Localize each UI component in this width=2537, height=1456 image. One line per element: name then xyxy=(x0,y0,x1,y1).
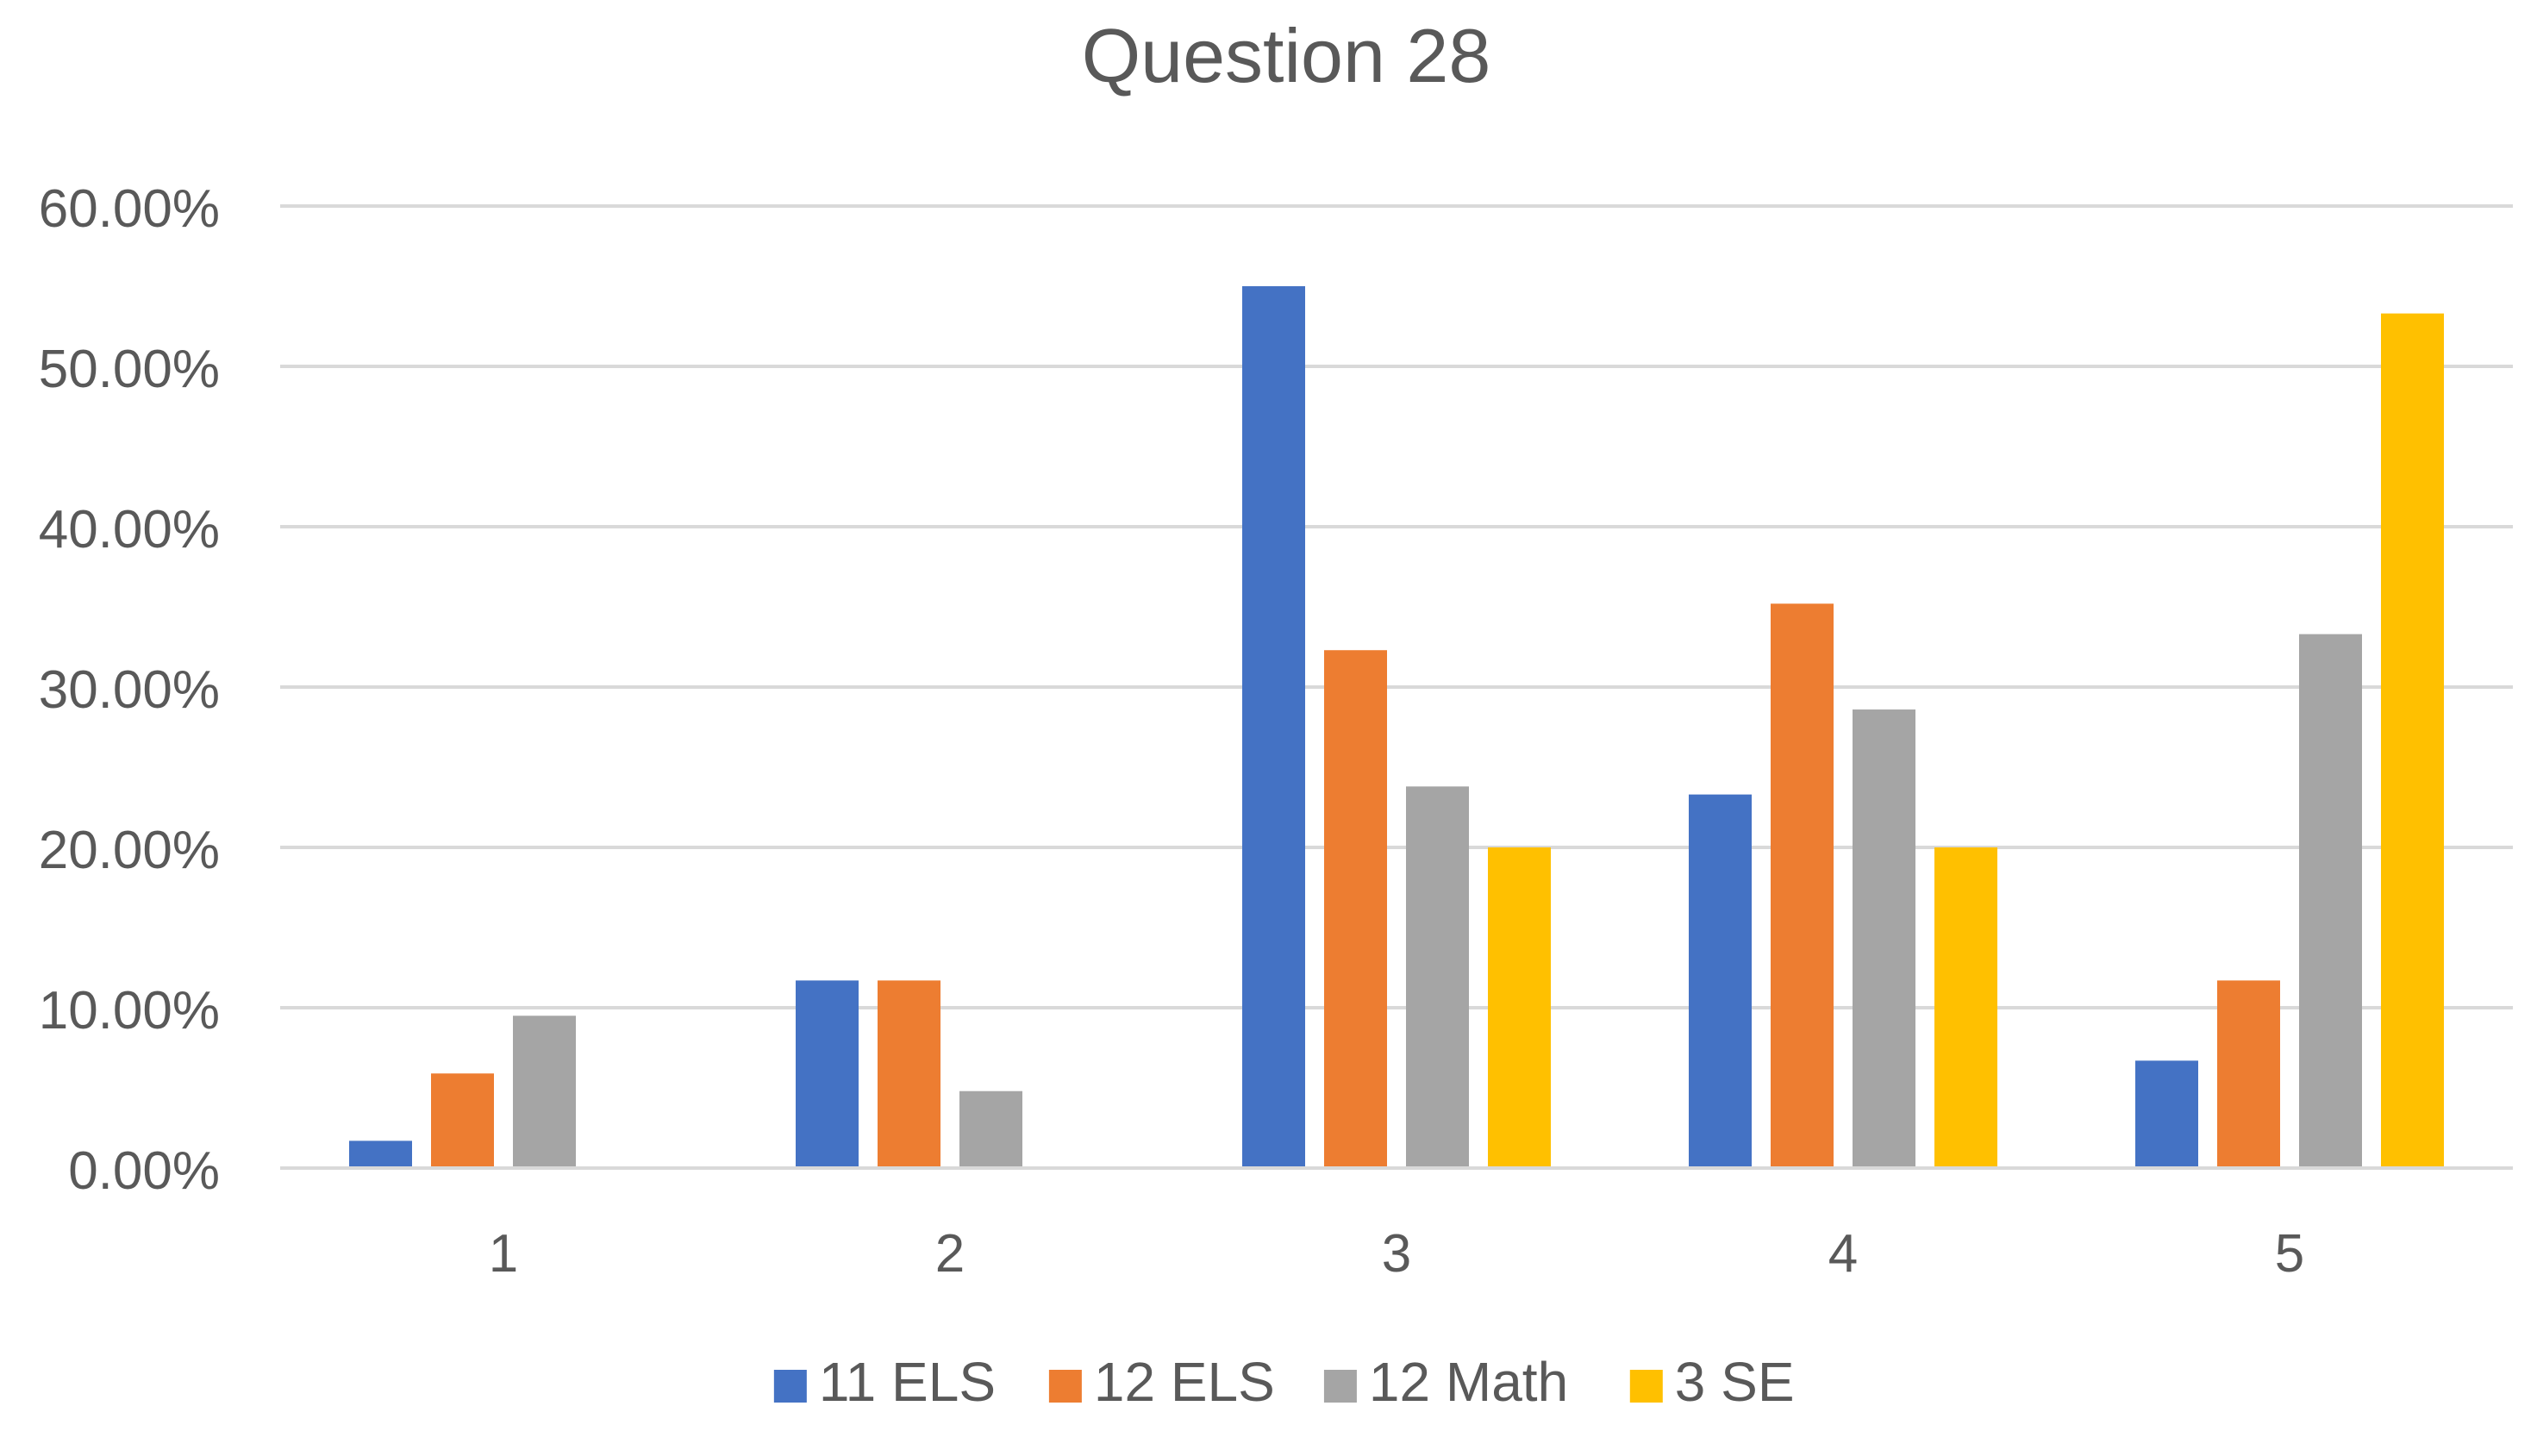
bar xyxy=(878,980,940,1168)
legend-item: 3 SE xyxy=(1629,1351,1795,1413)
x-axis-tick-labels: 1 2 3 4 5 xyxy=(489,1224,2304,1284)
legend-label: 3 SE xyxy=(1675,1351,1795,1413)
y-axis-tick-labels: 0.00% 10.00% 20.00% 30.00% 40.00% 50.00% 60.00… xyxy=(39,179,220,1201)
y-tick-label: 40.00% xyxy=(39,500,220,559)
legend-swatch xyxy=(1323,1370,1357,1403)
bar xyxy=(2381,313,2444,1168)
legend-item: 12 Math xyxy=(1323,1351,1568,1413)
bar xyxy=(796,980,859,1168)
legend-swatch xyxy=(773,1370,807,1403)
bar xyxy=(513,1015,576,1168)
y-tick-label: 0.00% xyxy=(68,1141,220,1201)
x-tick-label: 2 xyxy=(935,1224,965,1284)
legend-label: 12 ELS xyxy=(1094,1351,1275,1413)
bar xyxy=(1689,794,1752,1168)
y-tick-label: 20.00% xyxy=(39,821,220,880)
x-tick-label: 4 xyxy=(1828,1224,1858,1284)
bar xyxy=(349,1140,412,1168)
bar xyxy=(1488,847,1551,1168)
legend: 11 ELS 12 ELS 12 Math 3 SE xyxy=(773,1351,1795,1413)
bar xyxy=(1771,603,1834,1168)
bar xyxy=(2135,1060,2198,1168)
legend-label: 11 ELS xyxy=(819,1351,996,1413)
chart-title: Question 28 xyxy=(1082,13,1491,98)
bar xyxy=(1853,709,1915,1168)
bar xyxy=(2217,980,2280,1168)
bar xyxy=(1406,786,1469,1168)
bar xyxy=(1324,650,1387,1168)
y-tick-label: 50.00% xyxy=(39,340,220,399)
bar xyxy=(431,1073,494,1168)
legend-item: 12 ELS xyxy=(1048,1351,1275,1413)
bar xyxy=(2299,634,2362,1168)
y-tick-label: 60.00% xyxy=(39,179,220,239)
y-tick-label: 10.00% xyxy=(39,981,220,1040)
y-tick-label: 30.00% xyxy=(39,660,220,720)
legend-item: 11 ELS xyxy=(773,1351,996,1413)
gridlines xyxy=(280,204,2513,1009)
legend-swatch xyxy=(1629,1370,1663,1403)
bars xyxy=(349,286,2444,1168)
bar xyxy=(959,1090,1022,1168)
bar xyxy=(1242,286,1305,1168)
x-tick-label: 3 xyxy=(1382,1224,1411,1284)
legend-label: 12 Math xyxy=(1369,1351,1568,1413)
legend-swatch xyxy=(1048,1370,1082,1403)
x-tick-label: 5 xyxy=(2275,1224,2304,1284)
x-tick-label: 1 xyxy=(489,1224,518,1284)
bar xyxy=(1934,847,1997,1168)
